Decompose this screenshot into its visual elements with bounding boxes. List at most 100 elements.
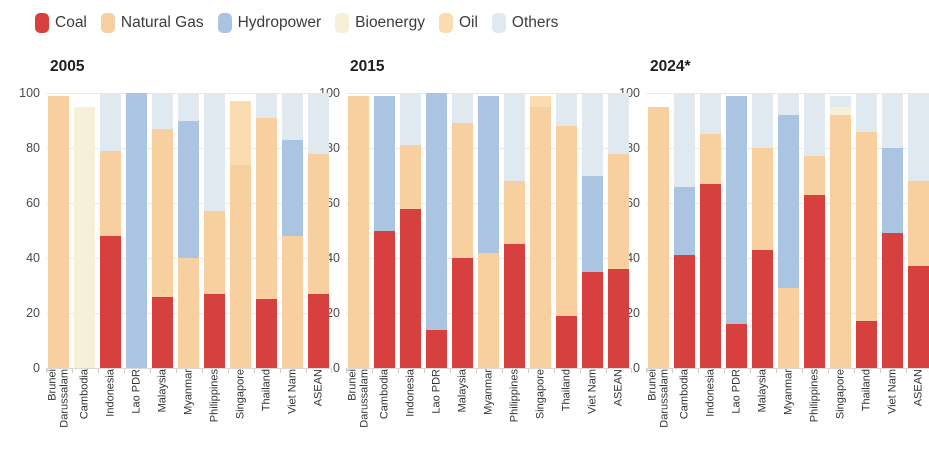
- segment-coal: [582, 271, 603, 368]
- segment-coal: [556, 315, 577, 368]
- segment-natural_gas: [348, 95, 369, 368]
- segment-others: [856, 93, 877, 132]
- segment-others: [282, 93, 303, 140]
- segment-hydropower: [674, 186, 695, 256]
- bar-asean: [606, 93, 632, 368]
- segment-others: [556, 93, 577, 126]
- segment-coal: [674, 255, 695, 368]
- segment-others: [504, 93, 525, 181]
- x-axis-tick: [646, 369, 647, 373]
- x-axis-tick: [306, 369, 307, 373]
- x-axis-tick: [176, 369, 177, 373]
- bar-singapore: [228, 93, 254, 368]
- x-axis-label: Lao PDR: [730, 369, 743, 414]
- segment-natural_gas: [478, 252, 499, 368]
- x-axis-tick: [331, 369, 332, 373]
- segment-natural_gas: [100, 150, 121, 236]
- y-axis-tick-label: 60: [626, 196, 640, 210]
- segment-natural_gas: [48, 95, 69, 368]
- plot-area-2024: [646, 93, 929, 373]
- y-axis-tick-label: 20: [326, 306, 340, 320]
- y-axis-tick-label: 20: [626, 306, 640, 320]
- segment-others: [308, 93, 329, 154]
- x-axis-label: Viet Nam: [286, 369, 299, 415]
- segment-bioenergy: [74, 106, 95, 368]
- segment-hydropower: [478, 95, 499, 253]
- y-axis-tick-label: 0: [33, 361, 40, 375]
- x-label-slot: Myanmar: [176, 368, 202, 459]
- legend-label: Natural Gas: [120, 14, 204, 31]
- bar-cambodia: [672, 93, 698, 368]
- segment-others: [752, 93, 773, 148]
- x-axis-tick: [202, 369, 203, 373]
- x-label-slot: Malaysia: [450, 368, 476, 459]
- x-axis-label: Thailand: [860, 369, 873, 412]
- y-axis-tick-label: 20: [26, 306, 40, 320]
- bar-lao-pdr: [724, 93, 750, 368]
- panel-title-2024: 2024*: [650, 58, 691, 75]
- x-label-slot: Myanmar: [476, 368, 502, 459]
- x-axis-tick: [46, 369, 47, 373]
- x-label-slot: Indonesia: [98, 368, 124, 459]
- x-label-slot: Brunei Darussalam: [346, 368, 372, 459]
- x-axis-tick: [398, 369, 399, 373]
- hydropower-swatch-icon: [217, 13, 232, 33]
- segment-hydropower: [374, 95, 395, 231]
- segment-natural_gas: [204, 211, 225, 294]
- legend-item-others: Others: [491, 13, 558, 33]
- x-axis-label: Myanmar: [782, 369, 795, 415]
- segment-coal: [504, 244, 525, 368]
- segment-natural_gas: [648, 106, 669, 368]
- x-axis-tick: [776, 369, 777, 373]
- x-axis-label: Singapore: [834, 369, 847, 420]
- segment-hydropower: [778, 115, 799, 289]
- x-axis-label: Brunei Darussalam: [46, 369, 71, 428]
- bar-philippines: [502, 93, 528, 368]
- x-label-slot: Thailand: [254, 368, 280, 459]
- x-axis-label: Cambodia: [378, 369, 391, 420]
- x-label-slot: Lao PDR: [424, 368, 450, 459]
- x-axis-labels: Brunei Darussalam Cambodia Indonesia Lao PD…: [346, 368, 632, 459]
- bar-brunei-darussalam: [46, 93, 72, 368]
- segment-bioenergy: [830, 106, 851, 115]
- segment-others: [178, 93, 199, 121]
- bar-singapore: [828, 93, 854, 368]
- y-axis-tick-label: 60: [26, 196, 40, 210]
- x-axis-label: Thailand: [560, 369, 573, 412]
- x-axis-label: Indonesia: [704, 369, 717, 417]
- segment-others: [152, 93, 173, 129]
- segment-coal: [152, 296, 173, 368]
- x-label-slot: Thailand: [554, 368, 580, 459]
- legend-label: Coal: [55, 14, 87, 31]
- x-axis-label: Philippines: [508, 369, 521, 423]
- x-label-slot: Thailand: [854, 368, 880, 459]
- gridline-100: [346, 93, 632, 94]
- segment-others: [674, 93, 695, 187]
- x-axis-label: Singapore: [234, 369, 247, 420]
- x-axis-tick: [672, 369, 673, 373]
- segment-coal: [804, 194, 825, 368]
- x-label-slot: Viet Nam: [280, 368, 306, 459]
- x-axis-label: Indonesia: [404, 369, 417, 417]
- bar-brunei-darussalam: [346, 93, 372, 368]
- y-axis-tick-label: 80: [626, 141, 640, 155]
- x-axis-tick: [424, 369, 425, 373]
- x-label-slot: Indonesia: [698, 368, 724, 459]
- bar-lao-pdr: [124, 93, 150, 368]
- bar-thailand: [254, 93, 280, 368]
- bar-cambodia: [372, 93, 398, 368]
- y-axis-tick-label: 0: [633, 361, 640, 375]
- x-axis-tick: [802, 369, 803, 373]
- x-axis-tick: [606, 369, 607, 373]
- x-label-slot: Viet Nam: [880, 368, 906, 459]
- bar-myanmar: [176, 93, 202, 368]
- segment-coal: [256, 299, 277, 368]
- bar-asean: [906, 93, 929, 368]
- segment-natural_gas: [230, 164, 251, 368]
- coal-swatch-icon: [35, 13, 49, 33]
- segment-others: [778, 93, 799, 115]
- segment-coal: [856, 321, 877, 368]
- x-axis-tick: [280, 369, 281, 373]
- others-swatch-icon: [491, 13, 506, 33]
- segment-hydropower: [426, 93, 447, 330]
